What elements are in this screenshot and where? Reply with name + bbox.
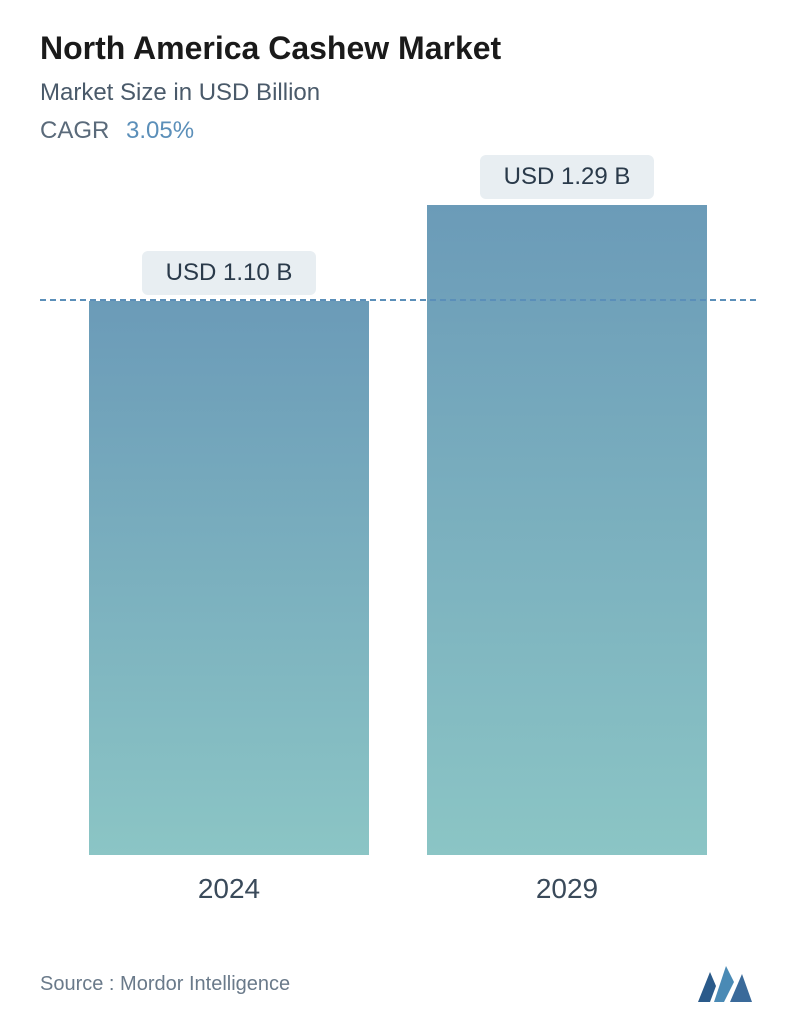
bar-group: USD 1.10 B (89, 251, 369, 855)
x-axis-label: 2029 (427, 873, 707, 905)
chart-header: North America Cashew Market Market Size … (40, 30, 756, 145)
x-axis-label: 2024 (89, 873, 369, 905)
bar-value-label: USD 1.29 B (480, 155, 655, 199)
bar (89, 301, 369, 855)
bar (427, 205, 707, 855)
chart-subtitle: Market Size in USD Billion (40, 79, 756, 107)
cagr-label: CAGR (40, 117, 109, 144)
cagr-value: 3.05% (126, 117, 194, 144)
source-label: Source : (40, 973, 114, 995)
x-axis-labels: 2024 2029 (40, 873, 756, 905)
chart-area: USD 1.10 BUSD 1.29 B 2024 2029 (40, 205, 756, 905)
mordor-logo-icon (696, 964, 756, 1004)
reference-line (40, 299, 756, 301)
bar-value-label: USD 1.10 B (142, 251, 317, 295)
source-name: Mordor Intelligence (120, 973, 290, 995)
chart-footer: Source : Mordor Intelligence (40, 964, 756, 1004)
chart-title: North America Cashew Market (40, 30, 756, 67)
cagr-row: CAGR 3.05% (40, 117, 756, 145)
bar-group: USD 1.29 B (427, 155, 707, 855)
bars-container: USD 1.10 BUSD 1.29 B (40, 205, 756, 855)
source-attribution: Source : Mordor Intelligence (40, 973, 290, 996)
